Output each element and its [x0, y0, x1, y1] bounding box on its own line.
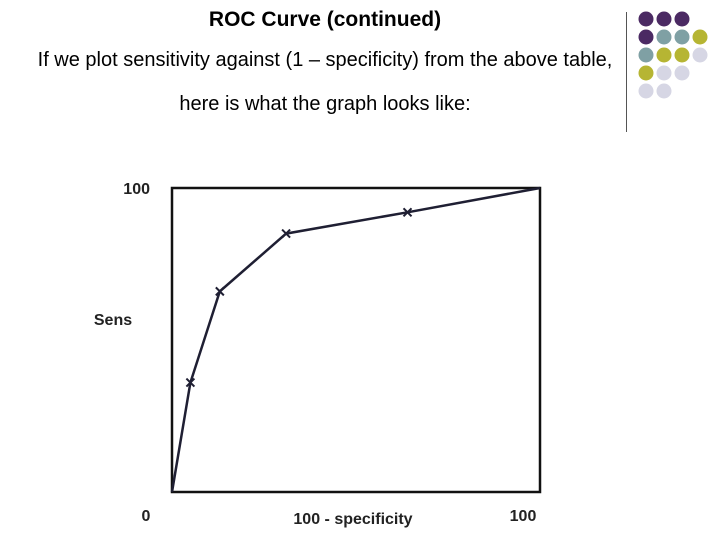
plot-frame: [170, 186, 542, 494]
decor-dot: [638, 29, 654, 45]
data-point-marker: [185, 377, 196, 388]
decor-dot: [656, 47, 672, 63]
decor-dot: [638, 83, 654, 99]
x-tick-label: 100: [510, 508, 537, 525]
decor-dot: [674, 29, 690, 45]
decor-dot: [656, 65, 672, 81]
slide-title: ROC Curve (continued): [208, 8, 442, 31]
decor-dot: [674, 65, 690, 81]
decor-dot: [692, 29, 708, 45]
decor-dot: [674, 11, 690, 27]
decor-dot: [638, 11, 654, 27]
y-axis-label: Sens: [94, 312, 132, 329]
y-tick-label: 100: [123, 181, 150, 198]
data-point-marker: [402, 207, 413, 218]
data-point-marker: [281, 228, 291, 239]
data-point-marker: [215, 286, 225, 297]
x-tick-label: 0: [142, 508, 151, 525]
vertical-divider: [626, 12, 627, 132]
slide-subtitle: If we plot sensitivity against (1 – spec…: [37, 49, 613, 115]
decor-dot: [656, 83, 672, 99]
decor-dot: [638, 65, 654, 81]
decor-dot: [656, 11, 672, 27]
decorative-dot-grid: [638, 11, 708, 99]
x-axis-label: 100 - specificity: [293, 511, 412, 528]
decor-dot: [674, 47, 690, 63]
roc-line: [170, 186, 541, 493]
decor-dot: [638, 47, 654, 63]
decor-dot: [656, 29, 672, 45]
decor-dot: [692, 47, 708, 63]
